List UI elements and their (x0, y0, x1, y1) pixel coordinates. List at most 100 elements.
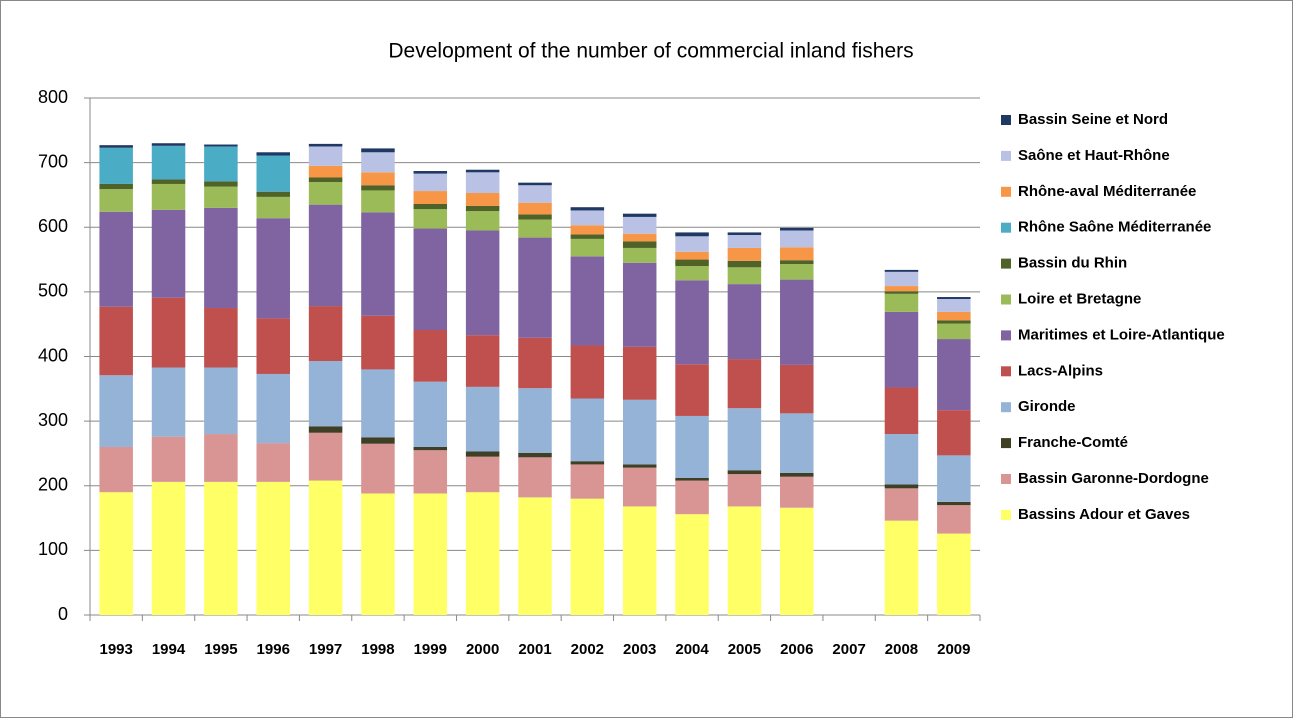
bar-segment (308, 182, 343, 205)
bar-segment (622, 233, 657, 242)
legend-swatch (1001, 115, 1011, 125)
bar-segment (465, 205, 500, 212)
bar-segment (570, 256, 605, 346)
bar-segment (937, 297, 971, 299)
bar-segment (151, 367, 186, 437)
bar-segment (727, 506, 762, 615)
x-tick-label: 1996 (257, 641, 290, 658)
bar-segment (780, 472, 814, 477)
bar-segment (465, 492, 500, 615)
bar-segment (727, 474, 762, 507)
bar-segment (675, 514, 709, 615)
y-tick-label: 800 (38, 87, 68, 107)
bar-segment (570, 345, 605, 399)
legend-label: Bassin du Rhin (1018, 255, 1127, 272)
bar-segment (361, 172, 395, 186)
bar-segment (884, 434, 919, 485)
bar-segment (622, 464, 657, 468)
bar-segment (727, 260, 762, 268)
bar-segment (727, 267, 762, 285)
bar-segment (780, 279, 814, 365)
y-tick-label: 400 (38, 345, 68, 365)
bar-segment (151, 183, 186, 210)
bar-segment (780, 264, 814, 280)
bar-segment (884, 269, 919, 272)
bar-segment (937, 505, 971, 534)
bar-segment (308, 165, 343, 178)
bar-segment (937, 323, 971, 340)
bar-segment (99, 306, 133, 376)
bar-segment (518, 219, 552, 238)
bar-segment (622, 506, 657, 615)
bar-segment (675, 266, 709, 281)
legend-swatch (1001, 258, 1011, 269)
bar-segment (465, 211, 500, 231)
bar-segment (937, 455, 971, 502)
bar-segment (413, 450, 448, 494)
bar-segment (675, 480, 709, 515)
bar-segment (727, 359, 762, 409)
x-tick-label: 2003 (623, 641, 656, 658)
bar-segment (99, 492, 133, 615)
bar-segment (204, 367, 238, 435)
bar-segment (884, 291, 919, 294)
bar-segment (937, 533, 971, 615)
legend-label: Bassin Garonne-Dordogne (1018, 470, 1209, 487)
bar-segment (937, 320, 971, 324)
bar-segment (884, 387, 919, 435)
bar-segment (413, 171, 448, 174)
x-tick-label: 2006 (780, 641, 813, 658)
bar-segment (780, 364, 814, 414)
bar-segment (727, 247, 762, 261)
bar-segment (256, 196, 290, 219)
bar-segment (151, 143, 186, 146)
bar-segment (518, 185, 552, 203)
bar-segment (99, 189, 133, 212)
y-tick-label: 200 (38, 475, 68, 495)
legend-label: Rhône-aval Méditerranée (1018, 183, 1196, 200)
bar-segment (518, 497, 552, 615)
bar-segment (675, 232, 709, 237)
legend-swatch (1001, 366, 1011, 377)
bar-segment (413, 330, 448, 382)
bar-segment (308, 480, 343, 615)
legend-swatch (1001, 186, 1011, 197)
bar-segment (622, 346, 657, 400)
bar-segment (465, 172, 500, 193)
bar-segment (465, 456, 500, 493)
bar-segment (256, 191, 290, 197)
bar-segment (151, 145, 186, 180)
bar-segment (884, 286, 919, 292)
bar-segment (361, 437, 395, 444)
legend-label: Bassin Seine et Nord (1018, 111, 1168, 128)
bar-segment (361, 212, 395, 316)
legend-swatch (1001, 330, 1011, 341)
bar-segment (622, 213, 657, 217)
bar-segment (518, 457, 552, 498)
y-tick-label: 0 (58, 604, 68, 624)
x-tick-label: 2005 (728, 641, 761, 658)
bar-segment (256, 481, 290, 615)
chart-title: Development of the number of commercial … (388, 40, 913, 63)
bar-segment (570, 207, 605, 211)
bar-segment (361, 315, 395, 370)
bar-segment (204, 181, 238, 187)
bar-segment (361, 152, 395, 173)
x-tick-label: 1997 (309, 641, 342, 658)
bar-segment (413, 228, 448, 331)
x-tick-label: 2009 (937, 641, 970, 658)
bar-segment (99, 211, 133, 307)
bar-segment (884, 311, 919, 388)
bar-segment (465, 169, 500, 173)
x-tick-label: 1994 (152, 641, 186, 658)
bar-segment (780, 227, 814, 231)
bar-segment (308, 426, 343, 433)
bar-segment (204, 146, 238, 182)
bar-segment (675, 251, 709, 260)
y-tick-label: 600 (38, 216, 68, 236)
bar-segment (937, 298, 971, 312)
y-tick-label: 500 (38, 281, 68, 301)
bar-segment (675, 280, 709, 365)
bar-segment (780, 260, 814, 265)
